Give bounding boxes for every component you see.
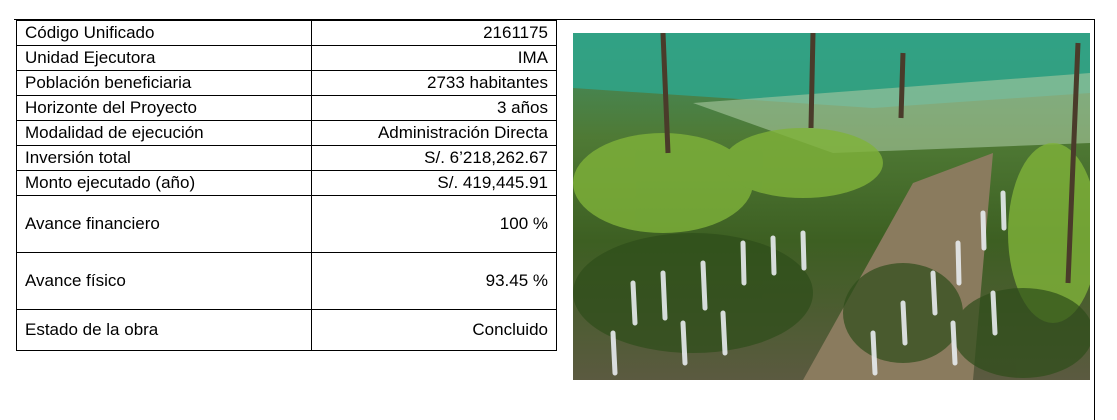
label: Código Unificado	[16, 20, 312, 46]
label: Unidad Ejecutora	[16, 45, 312, 71]
value: 93.45 %	[311, 252, 557, 310]
row: Inversión total S/. 6’218,262.67	[16, 145, 557, 171]
label: Monto ejecutado (año)	[16, 170, 312, 196]
project-table: Código Unificado 2161175 Unidad Ejecutora…	[16, 20, 557, 351]
label: Horizonte del Proyecto	[16, 95, 312, 121]
row: Monto ejecutado (año) S/. 419,445.91	[16, 170, 557, 196]
label: Avance físico	[16, 252, 312, 310]
value: 100 %	[311, 195, 557, 253]
label: Población beneficiaria	[16, 70, 312, 96]
frame	[14, 19, 1095, 420]
value: S/. 6’218,262.67	[311, 145, 557, 171]
row: Unidad Ejecutora IMA	[16, 45, 557, 71]
label: Avance financiero	[16, 195, 312, 253]
page: Código Unificado 2161175 Unidad Ejecutora…	[14, 19, 1095, 420]
row: Avance físico 93.45 %	[16, 252, 557, 310]
row: Estado de la obra Concluido	[16, 309, 557, 351]
value: S/. 419,445.91	[311, 170, 557, 196]
value: 2161175	[311, 20, 557, 46]
label: Modalidad de ejecución	[16, 120, 312, 146]
row: Modalidad de ejecución Administración Dir…	[16, 120, 557, 146]
row: Población beneficiaria 2733 habitantes	[16, 70, 557, 96]
row: Avance financiero 100 %	[16, 195, 557, 253]
row: Horizonte del Proyecto 3 años	[16, 95, 557, 121]
value: 3 años	[311, 95, 557, 121]
row: Código Unificado 2161175	[16, 20, 557, 46]
label: Estado de la obra	[16, 309, 312, 351]
value: 2733 habitantes	[311, 70, 557, 96]
value: IMA	[311, 45, 557, 71]
nursery-photo	[573, 33, 1090, 380]
value: Administración Directa	[311, 120, 557, 146]
value: Concluido	[311, 309, 557, 351]
label: Inversión total	[16, 145, 312, 171]
